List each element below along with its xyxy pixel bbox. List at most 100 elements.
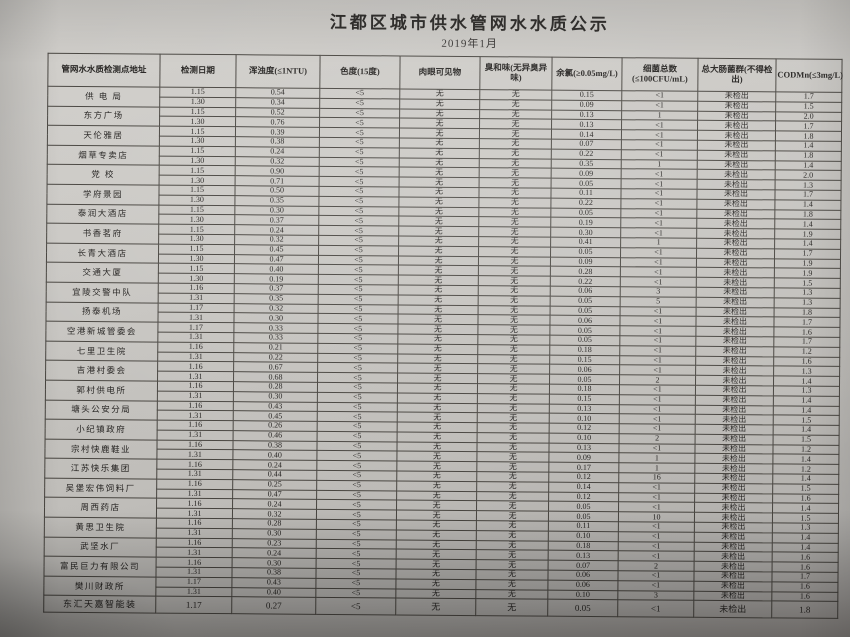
value-cell: 0.22 <box>550 276 621 287</box>
value-cell: 未检出 <box>696 306 775 318</box>
value-cell: <1 <box>618 482 695 493</box>
value-cell: 0.10 <box>549 433 620 444</box>
value-cell: 1.30 <box>159 96 236 108</box>
location-cell: 郭村供电所 <box>45 380 158 401</box>
value-cell: 未检出 <box>694 541 773 553</box>
value-cell: <5 <box>317 401 398 413</box>
value-cell: 1.4 <box>773 424 840 436</box>
value-cell: 无 <box>399 118 480 129</box>
value-cell: <5 <box>315 568 397 579</box>
value-cell: 未检出 <box>694 453 773 465</box>
value-cell: 1.2 <box>772 444 840 455</box>
value-cell: <5 <box>317 411 398 423</box>
value-cell: <1 <box>620 227 697 239</box>
value-cell: 0.30 <box>233 312 319 324</box>
value-cell: <5 <box>319 98 400 109</box>
value-cell: 无 <box>478 207 551 218</box>
value-cell: 未检出 <box>697 91 776 102</box>
value-cell: <5 <box>317 372 398 383</box>
value-cell: 0.06 <box>547 579 618 591</box>
value-cell: 3 <box>617 590 694 601</box>
value-cell: 无 <box>476 491 549 502</box>
value-cell: 1.15 <box>159 165 236 176</box>
water-quality-table: 管网水水质检测点地址 检测日期 浑浊度(≤1NTU) 色度(15度) 肉眼可见物 臭和味(… <box>43 53 843 620</box>
value-cell: <5 <box>316 548 397 560</box>
value-cell: 无 <box>476 510 549 522</box>
value-cell: <1 <box>621 178 698 190</box>
value-cell: 0.24 <box>232 459 317 471</box>
value-cell: 无 <box>479 158 552 169</box>
value-cell: 1.16 <box>158 283 235 294</box>
value-cell: 未检出 <box>694 522 773 533</box>
value-cell: 无 <box>479 177 552 189</box>
value-cell: 1.4 <box>772 473 839 485</box>
value-cell: 无 <box>397 412 478 423</box>
value-cell: 无 <box>476 471 549 483</box>
value-cell: <1 <box>620 188 698 200</box>
value-cell: 0.09 <box>551 168 622 179</box>
value-cell: 无 <box>396 441 478 453</box>
value-cell: 未检出 <box>696 248 775 259</box>
value-cell: <1 <box>619 365 696 376</box>
value-cell: 无 <box>477 324 550 336</box>
value-cell: <1 <box>621 139 698 151</box>
location-cell: 长青大酒店 <box>46 242 159 264</box>
value-cell: <5 <box>316 558 397 569</box>
value-cell: 无 <box>397 422 478 433</box>
value-cell: 未检出 <box>697 150 776 161</box>
value-cell: 未检出 <box>696 189 776 200</box>
value-cell: 0.43 <box>231 577 316 588</box>
value-cell: <1 <box>621 100 698 111</box>
value-cell: <5 <box>318 254 399 266</box>
value-cell: 1.6 <box>772 552 839 563</box>
value-cell: 0.30 <box>550 227 621 238</box>
value-cell: 1.31 <box>158 292 235 304</box>
value-cell: 1.31 <box>155 586 232 598</box>
value-cell: 0.54 <box>235 87 320 99</box>
value-cell: <5 <box>318 294 399 305</box>
value-cell: 0.05 <box>550 305 621 317</box>
value-cell: 0.05 <box>548 501 619 512</box>
value-cell: 1.4 <box>772 503 839 514</box>
value-cell: 无 <box>478 275 551 287</box>
location-cell: 书香茗府 <box>46 223 159 244</box>
value-cell: 0.15 <box>549 393 620 405</box>
value-cell: <5 <box>319 156 400 168</box>
value-cell: 1.31 <box>156 488 233 500</box>
value-cell: 无 <box>477 354 550 365</box>
value-cell: 未检出 <box>695 336 774 347</box>
value-cell: 1 <box>618 462 695 474</box>
value-cell: <5 <box>316 441 398 452</box>
value-cell: 无 <box>477 422 550 434</box>
value-cell: 无 <box>395 568 477 580</box>
value-cell: 1 <box>618 453 695 464</box>
value-cell: 无 <box>476 501 549 512</box>
value-cell: 未检出 <box>694 492 773 504</box>
value-cell: 1.15 <box>159 126 236 137</box>
value-cell: 0.21 <box>233 342 318 353</box>
value-cell: 未检出 <box>694 532 773 543</box>
value-cell: 0.09 <box>551 99 622 111</box>
value-cell: 0.23 <box>232 538 317 549</box>
value-cell: 无 <box>477 373 550 385</box>
value-cell: 未检出 <box>697 159 776 171</box>
value-cell: 无 <box>397 363 478 374</box>
value-cell: 1.6 <box>771 581 838 593</box>
value-cell: <5 <box>316 450 397 462</box>
value-cell: <1 <box>619 394 696 405</box>
value-cell: 0.32 <box>234 303 319 314</box>
value-cell: 无 <box>398 216 479 227</box>
value-cell: 1.6 <box>773 327 840 338</box>
column-header: 管网水水质检测点地址 <box>47 53 161 88</box>
value-cell: 0.13 <box>548 442 620 454</box>
value-cell: 1.15 <box>159 87 236 98</box>
value-cell: 0.35 <box>551 158 622 170</box>
value-cell: 0.38 <box>235 136 320 148</box>
value-cell: 无 <box>398 196 479 208</box>
value-cell: 1.4 <box>774 238 841 250</box>
value-cell: 0.38 <box>232 440 318 451</box>
column-header: 臭和味(无异臭异味) <box>479 56 553 91</box>
value-cell: <1 <box>618 521 695 533</box>
table-body: 供 电 局 1.15 0.54 <5 无无 0.15 <1 未检出 1.7 1.30 0.34 <5 无… <box>43 86 842 619</box>
value-cell: 0.30 <box>233 391 318 402</box>
